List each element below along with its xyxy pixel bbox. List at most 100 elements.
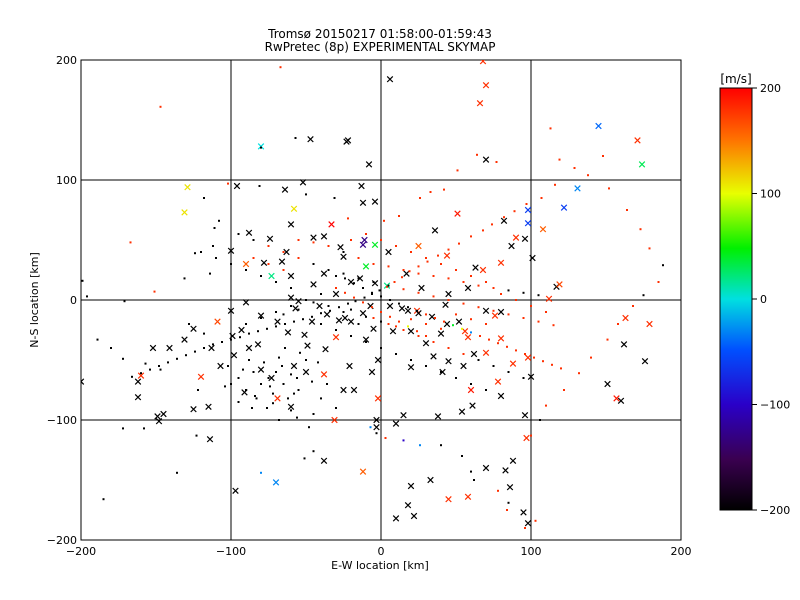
data-point-x: [427, 476, 434, 484]
data-point-x: [274, 318, 281, 325]
data-point-x: [404, 501, 412, 509]
data-point-x: [407, 482, 415, 490]
data-point-x: [154, 413, 161, 420]
data-point-x: [400, 411, 407, 419]
data-point-x: [509, 360, 517, 367]
data-point-dot: [312, 413, 315, 415]
data-point-dot: [375, 432, 378, 435]
data-point-dot: [354, 300, 357, 303]
data-point-dot: [456, 169, 459, 172]
data-point-dot: [492, 287, 495, 289]
data-point-x: [469, 402, 476, 409]
data-point-dot: [218, 219, 220, 222]
data-point-dot: [386, 285, 388, 288]
data-point-x: [527, 373, 535, 381]
data-point-dot: [657, 281, 660, 283]
data-point-dot: [447, 248, 450, 251]
data-point-dot: [461, 455, 463, 457]
data-point-x: [245, 344, 253, 352]
data-point-dot: [203, 332, 205, 335]
data-point-dot: [297, 239, 300, 241]
data-point-x: [454, 210, 461, 217]
data-point-dot: [305, 193, 307, 196]
data-point-dot: [144, 362, 147, 365]
data-point-dot: [491, 223, 493, 226]
data-point-dot: [362, 301, 364, 304]
data-point-dot: [383, 219, 385, 222]
data-point-dot: [632, 305, 634, 307]
data-point-dot: [395, 245, 397, 247]
data-point-x: [292, 305, 299, 312]
y-tick-label: 100: [56, 174, 77, 187]
data-point-x: [361, 236, 368, 244]
data-point-x: [482, 464, 490, 472]
data-point-x: [332, 333, 340, 341]
data-point-dot: [110, 347, 112, 349]
data-point-dot: [327, 305, 330, 307]
data-point-dot: [417, 291, 420, 294]
data-point-dot: [372, 281, 375, 283]
data-point-x: [340, 253, 347, 261]
data-point-dot: [432, 295, 435, 298]
data-point-dot: [308, 426, 310, 429]
x-tick-label: 200: [671, 545, 692, 558]
data-point-dot: [419, 197, 421, 199]
data-point-dot: [417, 265, 420, 268]
data-point-dot: [429, 191, 432, 193]
data-point-dot: [303, 457, 306, 460]
data-point-dot: [275, 371, 277, 373]
data-point-dot: [245, 389, 247, 391]
data-point-dot: [410, 318, 412, 321]
data-point-dot: [539, 419, 541, 421]
data-point-dot: [290, 409, 292, 412]
data-point-dot: [417, 272, 420, 275]
data-point-dot: [476, 153, 478, 156]
data-point-dot: [458, 242, 460, 245]
data-point-dot: [470, 383, 472, 385]
data-point-dot: [542, 360, 544, 363]
data-point-dot: [342, 251, 345, 253]
data-point-dot: [338, 306, 340, 309]
data-point-dot: [282, 383, 285, 385]
data-point-dot: [470, 470, 472, 473]
data-point-x: [545, 295, 553, 303]
chart-subtitle: RwPretec (8p) EXPERIMENTAL SKYMAP: [265, 40, 496, 54]
data-point-x: [197, 373, 205, 381]
data-point-dot: [522, 317, 525, 319]
data-point-dot: [540, 197, 543, 199]
data-point-x: [160, 410, 167, 418]
data-point-x: [290, 205, 298, 213]
data-point-x: [521, 235, 529, 243]
data-point-dot: [495, 161, 498, 163]
data-point-dot: [176, 471, 178, 474]
data-point-dot: [252, 371, 255, 373]
data-point-x: [512, 234, 520, 241]
data-point-dot: [549, 127, 552, 130]
data-point-x: [230, 351, 238, 359]
data-point-dot: [252, 239, 255, 241]
data-point-dot: [279, 66, 282, 69]
data-point-x: [272, 479, 280, 486]
data-point-dot: [606, 338, 609, 341]
data-point-x: [482, 349, 490, 357]
x-tick-label: −200: [66, 545, 96, 558]
data-point-dot: [260, 317, 262, 319]
data-point-x: [622, 314, 629, 322]
data-point-x: [491, 312, 499, 319]
data-point-dot: [522, 291, 525, 294]
colorbar-tick-label: 100: [760, 188, 781, 201]
data-point-dot: [479, 335, 481, 337]
data-point-x: [370, 325, 377, 333]
data-point-dot: [275, 311, 277, 313]
data-point-dot: [537, 320, 540, 323]
colorbar-tick-label: 200: [760, 82, 781, 95]
data-point-dot: [258, 185, 261, 187]
data-point-dot: [372, 263, 375, 265]
data-point-dot: [297, 389, 300, 391]
data-point-dot: [242, 368, 244, 371]
data-point-dot: [267, 245, 270, 247]
data-point-x: [310, 234, 317, 241]
data-point-dot: [335, 275, 337, 277]
data-point-x: [337, 243, 344, 251]
data-point-x: [307, 135, 314, 143]
